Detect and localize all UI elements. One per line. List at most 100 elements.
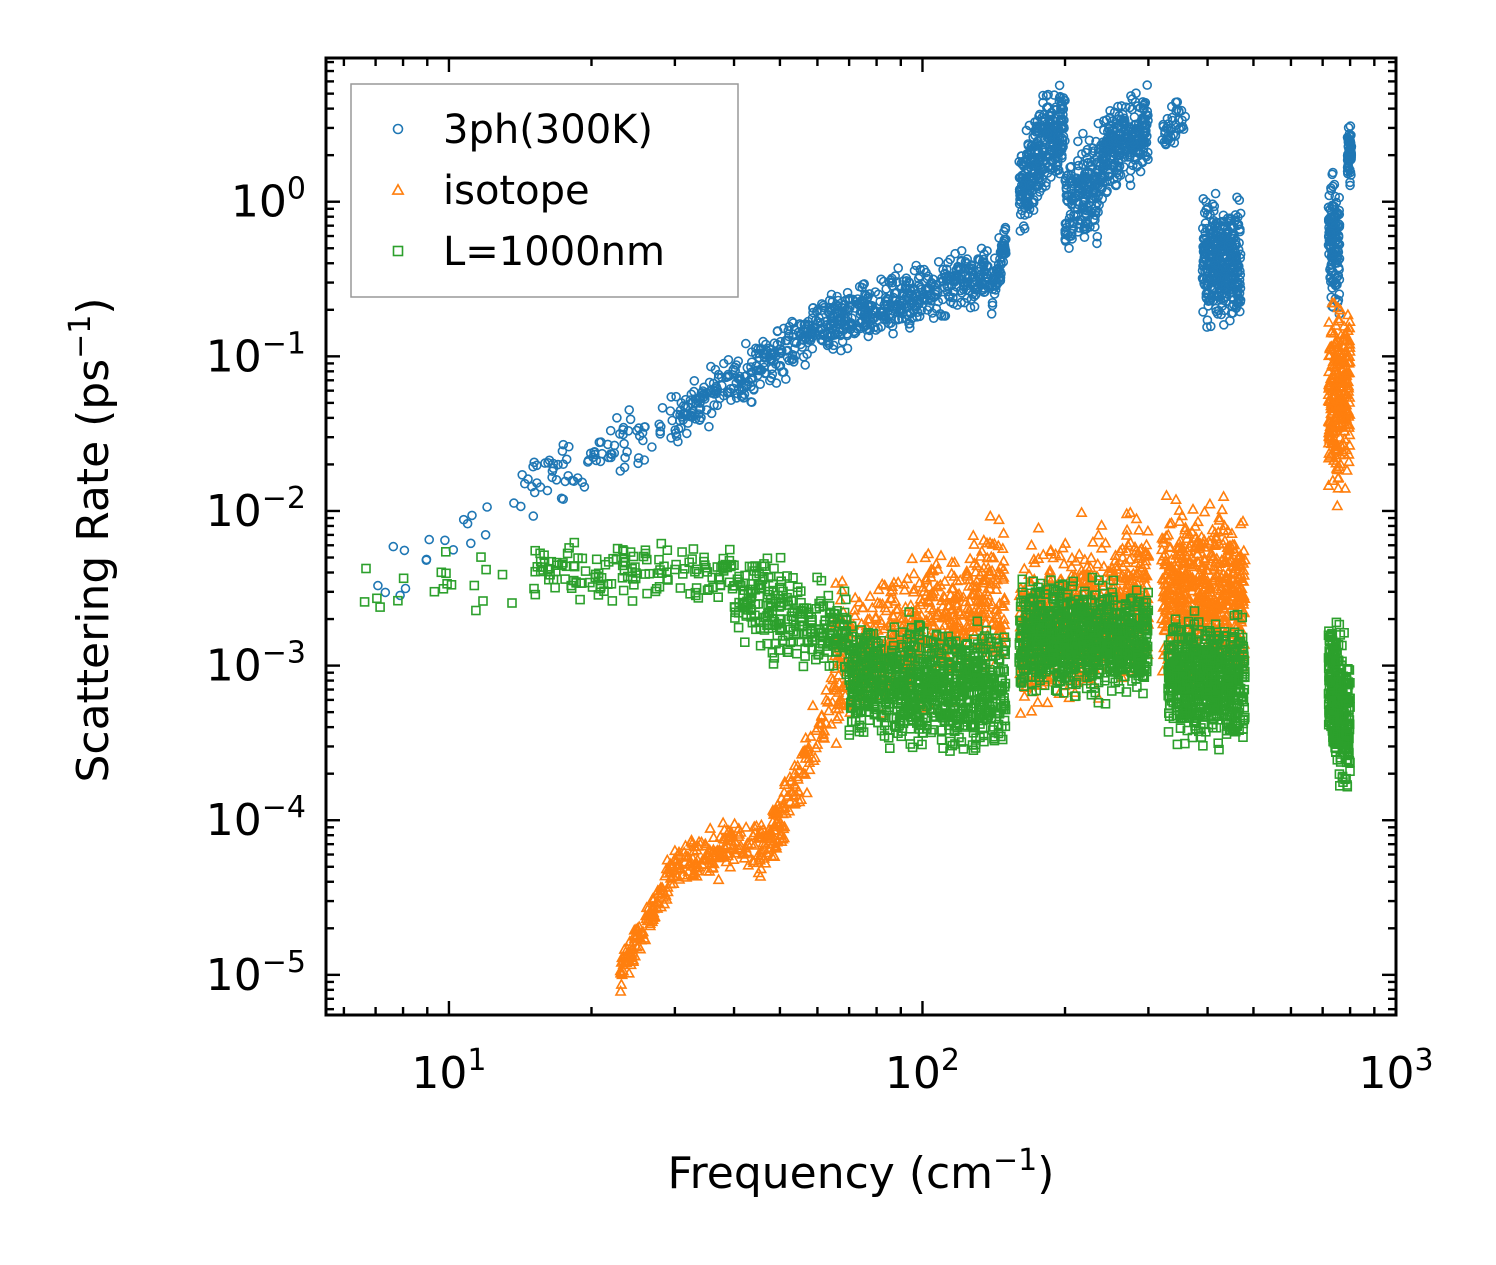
data-point bbox=[807, 343, 818, 354]
data-point bbox=[625, 414, 636, 425]
data-point bbox=[467, 510, 477, 521]
data-point bbox=[774, 361, 785, 372]
data-point bbox=[871, 306, 881, 316]
data-point bbox=[380, 587, 391, 598]
data-point bbox=[772, 326, 783, 337]
data-point bbox=[618, 429, 628, 440]
data-point bbox=[557, 446, 568, 456]
data-point bbox=[780, 335, 791, 346]
data-point bbox=[726, 395, 736, 406]
data-point bbox=[798, 326, 809, 337]
data-point bbox=[596, 437, 606, 447]
data-point bbox=[861, 324, 872, 335]
data-point bbox=[622, 446, 632, 457]
data-point bbox=[723, 354, 734, 365]
data-point bbox=[400, 583, 411, 594]
data-point bbox=[787, 354, 798, 365]
data-point bbox=[560, 476, 571, 487]
data-point bbox=[975, 277, 985, 288]
data-point bbox=[896, 283, 907, 294]
data-point bbox=[835, 330, 846, 341]
data-point bbox=[633, 453, 644, 463]
data-point bbox=[612, 412, 622, 423]
data-point bbox=[733, 383, 744, 394]
data-point bbox=[864, 314, 875, 325]
data-point bbox=[529, 487, 540, 498]
data-point bbox=[838, 325, 849, 336]
data-point bbox=[704, 421, 714, 432]
data-point bbox=[999, 234, 1010, 245]
data-point bbox=[911, 291, 921, 301]
data-point bbox=[931, 303, 942, 314]
data-point bbox=[904, 323, 915, 333]
data-point bbox=[639, 422, 650, 432]
data-point bbox=[873, 289, 884, 300]
data-point bbox=[775, 336, 786, 347]
data-point bbox=[978, 260, 989, 271]
data-point bbox=[881, 296, 892, 307]
data-point bbox=[976, 243, 987, 254]
data-point bbox=[943, 270, 954, 281]
data-point bbox=[876, 321, 886, 332]
data-point bbox=[704, 377, 715, 388]
data-point bbox=[827, 296, 838, 307]
data-point bbox=[863, 331, 874, 342]
data-point bbox=[798, 351, 809, 362]
data-point bbox=[894, 305, 905, 316]
data-point bbox=[854, 281, 865, 292]
data-point bbox=[709, 400, 719, 410]
data-point bbox=[850, 327, 861, 338]
data-point bbox=[818, 330, 829, 341]
data-point bbox=[961, 258, 972, 269]
data-point bbox=[620, 452, 630, 463]
data-point bbox=[904, 277, 914, 287]
data-point bbox=[713, 369, 724, 380]
data-point bbox=[654, 419, 665, 430]
data-point bbox=[1049, 90, 1060, 100]
data-point bbox=[961, 284, 972, 295]
data-point bbox=[572, 473, 583, 483]
data-point bbox=[733, 356, 744, 367]
data-point bbox=[956, 255, 967, 266]
data-point bbox=[907, 313, 917, 324]
data-point bbox=[1019, 223, 1030, 234]
data-point bbox=[839, 299, 850, 310]
data-point bbox=[913, 273, 924, 284]
data-point bbox=[950, 248, 961, 259]
data-point bbox=[373, 580, 383, 591]
data-point bbox=[579, 482, 590, 492]
data-point bbox=[878, 276, 889, 287]
data-point bbox=[731, 393, 742, 403]
data-point bbox=[919, 295, 930, 305]
data-point bbox=[563, 441, 574, 452]
data-point bbox=[462, 518, 473, 529]
data-point bbox=[746, 397, 757, 408]
data-point bbox=[657, 402, 668, 413]
data-point bbox=[829, 330, 840, 340]
data-point bbox=[553, 459, 563, 470]
data-point bbox=[1021, 125, 1032, 136]
data-point bbox=[791, 338, 802, 348]
data-point bbox=[739, 383, 749, 393]
data-point bbox=[547, 472, 557, 483]
data-point bbox=[933, 256, 944, 267]
data-point bbox=[859, 320, 870, 330]
data-point bbox=[676, 422, 686, 433]
data-point bbox=[582, 457, 593, 467]
data-point bbox=[943, 291, 954, 301]
data-point bbox=[746, 367, 757, 378]
data-point bbox=[804, 320, 815, 331]
data-point bbox=[840, 295, 851, 306]
data-point bbox=[528, 511, 539, 521]
data-point bbox=[748, 384, 759, 394]
data-point bbox=[517, 469, 528, 480]
data-point bbox=[992, 267, 1003, 278]
data-point bbox=[860, 289, 870, 300]
data-point bbox=[991, 273, 1001, 284]
data-point bbox=[631, 425, 642, 436]
data-point bbox=[683, 418, 693, 428]
data-point bbox=[841, 304, 852, 315]
data-point bbox=[424, 534, 435, 545]
data-point bbox=[884, 310, 895, 320]
data-point bbox=[706, 361, 716, 372]
